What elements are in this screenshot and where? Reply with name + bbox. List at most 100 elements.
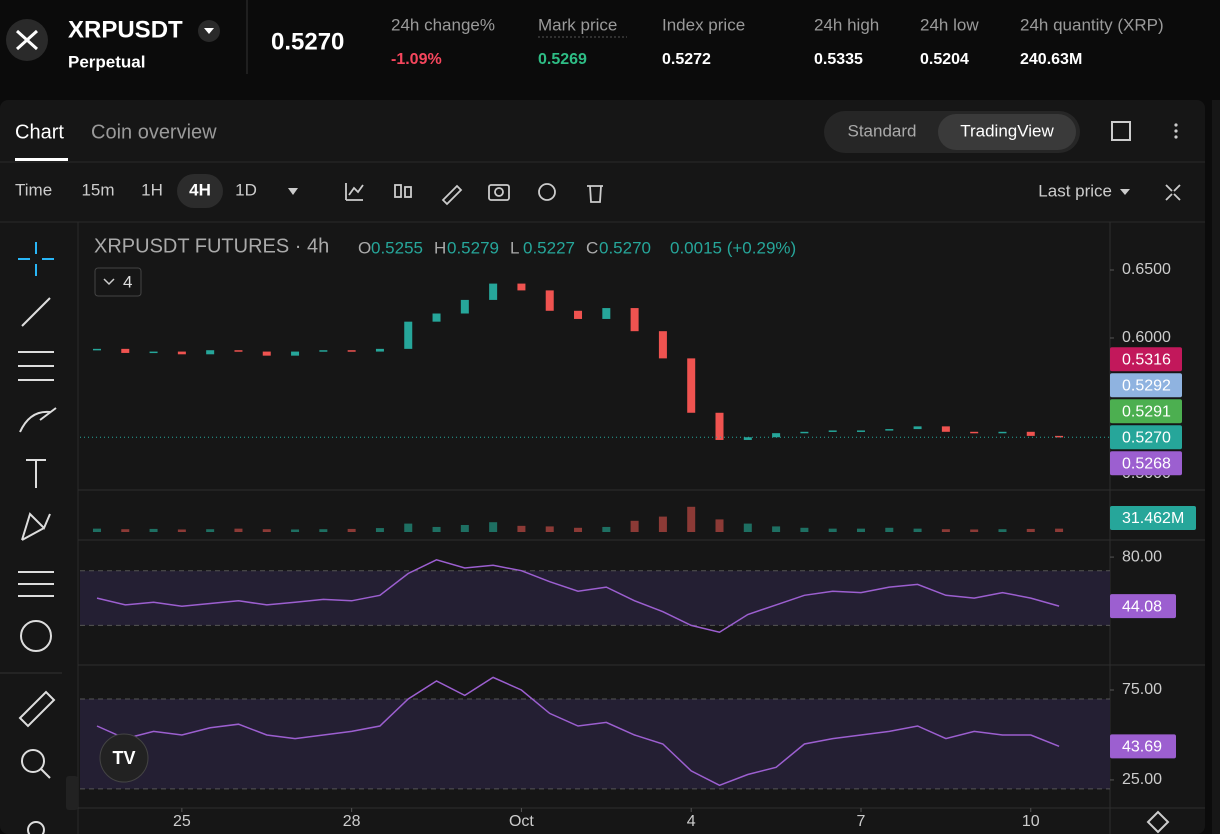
volume-bar xyxy=(998,529,1007,532)
volume-bar xyxy=(177,529,186,532)
screenshot-btn[interactable] xyxy=(488,184,510,201)
ohlc-value: 0.5227 xyxy=(523,238,575,257)
ohlc-key: H xyxy=(434,238,446,257)
volume-bar xyxy=(630,520,639,532)
price-badge xyxy=(1110,347,1182,372)
price-badge-label: 0.5270 xyxy=(1122,429,1171,446)
tab-chart[interactable]: Chart xyxy=(15,121,64,143)
volume-bar xyxy=(291,529,300,532)
rsi-line xyxy=(96,558,1060,634)
stat-label: 24h high xyxy=(814,15,879,34)
price-badge xyxy=(1110,373,1182,398)
settings-tool[interactable] xyxy=(27,821,45,834)
candle xyxy=(92,348,101,351)
volume-bar xyxy=(121,529,130,532)
pattern-tool[interactable] xyxy=(21,512,51,541)
chevron xyxy=(103,278,115,286)
chart-title: XRPUSDT FUTURES · 4h xyxy=(94,235,329,257)
zoom-tool[interactable] xyxy=(21,749,45,773)
candle xyxy=(262,351,271,356)
volume-bar xyxy=(715,519,724,532)
draw-btn[interactable] xyxy=(441,184,463,206)
candle xyxy=(856,430,865,432)
emoji-tool[interactable] xyxy=(20,620,52,652)
candle xyxy=(517,283,526,291)
volume-bar xyxy=(404,523,413,532)
candle xyxy=(1055,435,1064,438)
stat-label: 24h low xyxy=(920,15,979,34)
candle-btn[interactable] xyxy=(394,184,402,198)
tv-logo[interactable] xyxy=(99,733,149,783)
symbol[interactable]: XRPUSDT xyxy=(68,16,183,43)
x-tick-label: Oct xyxy=(509,813,534,830)
stat-value: 0.5204 xyxy=(920,51,969,68)
interval[interactable]: 1H xyxy=(141,180,163,199)
text-tool[interactable] xyxy=(26,459,46,488)
indicator-btn[interactable] xyxy=(345,183,364,201)
delete-btn[interactable] xyxy=(587,185,603,203)
prediction-tool[interactable] xyxy=(18,571,54,597)
last-price: 0.5270 xyxy=(271,28,344,55)
price-badge-label: 0.5316 xyxy=(1122,351,1171,368)
volume-bar xyxy=(602,526,611,532)
interval[interactable]: 1D xyxy=(235,180,257,199)
volume-badge-label: 31.462M xyxy=(1122,510,1184,527)
volume-bar xyxy=(517,525,526,532)
more-btn[interactable] xyxy=(1174,123,1178,139)
contract-type: Perpetual xyxy=(68,52,145,71)
y-tick-label: 0.6000 xyxy=(1122,329,1171,346)
measure-tool[interactable] xyxy=(18,690,56,728)
price-type[interactable]: Last price xyxy=(1038,181,1112,200)
x-tick-label: 25 xyxy=(173,813,191,830)
dropdown-arrow xyxy=(204,28,214,34)
candle xyxy=(234,350,243,352)
volume-bar xyxy=(913,528,922,532)
volume-bar xyxy=(206,529,215,532)
view-standard[interactable]: Standard xyxy=(848,121,917,140)
interval-dropdown[interactable] xyxy=(288,188,298,195)
view-active xyxy=(938,114,1076,150)
interval[interactable]: 4H xyxy=(189,180,211,199)
fib-tool[interactable] xyxy=(18,351,54,381)
crosshair-tool[interactable] xyxy=(18,242,54,276)
line-tool[interactable] xyxy=(21,297,51,327)
interval[interactable]: 15m xyxy=(81,180,114,199)
candle xyxy=(545,290,554,311)
pane-band xyxy=(80,698,1110,789)
price-badge xyxy=(1110,425,1182,450)
osc-line xyxy=(96,676,1060,787)
rsi-badge xyxy=(1110,594,1176,619)
stat-value: 240.63M xyxy=(1020,51,1082,68)
candle xyxy=(375,348,384,352)
stat-value: -1.09% xyxy=(391,51,442,68)
ohlc-value: 0.5279 xyxy=(447,238,499,257)
volume-bar xyxy=(92,528,101,532)
price-badge-label: 0.5291 xyxy=(1122,403,1171,420)
candle xyxy=(828,430,837,432)
tab-coin-overview[interactable]: Coin overview xyxy=(91,121,217,143)
brush-tool[interactable] xyxy=(19,407,57,433)
y-tick-label: 75.00 xyxy=(1122,681,1162,698)
candle xyxy=(206,350,215,355)
volume-bar xyxy=(262,529,271,532)
volume-bar xyxy=(489,522,498,532)
collapse-btn[interactable] xyxy=(66,776,78,810)
stat-value: 0.5269 xyxy=(538,51,587,68)
view-tradingview[interactable]: TradingView xyxy=(960,121,1054,140)
rsi-badge-label: 44.08 xyxy=(1122,598,1162,615)
expand-btn[interactable] xyxy=(1165,184,1181,201)
stat-value: 0.5335 xyxy=(814,51,863,68)
axis-settings[interactable] xyxy=(1146,810,1170,834)
candle xyxy=(149,351,158,354)
stat-label: Index price xyxy=(662,15,745,34)
candle xyxy=(687,358,696,413)
candle xyxy=(404,321,413,349)
fullscreen-btn[interactable] xyxy=(1111,121,1131,141)
alert-btn[interactable] xyxy=(538,183,556,201)
volume-bar xyxy=(828,528,837,532)
candle xyxy=(291,351,300,356)
indicator-toggle[interactable] xyxy=(94,267,142,297)
zoom-handle xyxy=(40,768,51,779)
